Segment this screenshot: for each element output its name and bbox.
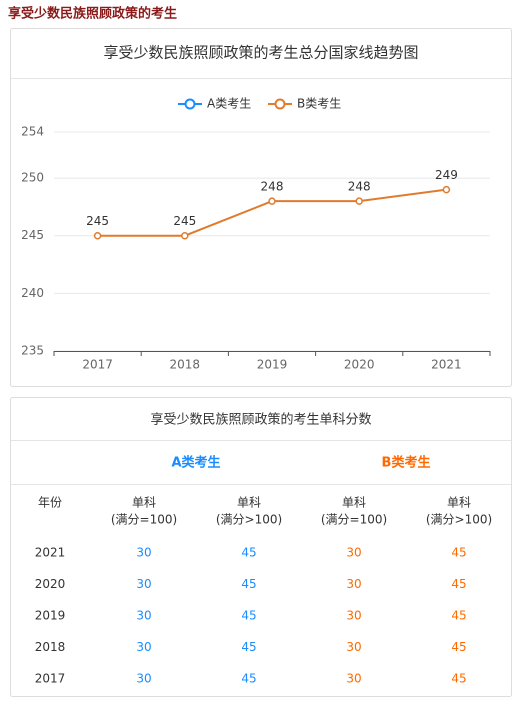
table-cell: 45 (451, 609, 466, 623)
group-header: B类考生 (382, 455, 431, 471)
table-cell: 45 (241, 577, 256, 591)
column-header: 单科 (132, 496, 156, 510)
column-header: 单科 (342, 496, 366, 510)
y-tick-label: 245 (21, 228, 44, 242)
table-cell: 45 (451, 577, 466, 591)
x-tick-label: 2020 (344, 358, 375, 372)
chart-card (10, 28, 512, 387)
table-cell: 45 (241, 609, 256, 623)
column-header: (满分>100) (426, 513, 492, 527)
group-header: A类考生 (171, 455, 220, 471)
data-point (268, 197, 276, 205)
column-header: 单科 (237, 496, 261, 510)
table-cell: 30 (346, 609, 361, 623)
column-header: (满分>100) (216, 513, 282, 527)
data-label: 249 (435, 168, 458, 182)
column-header: 年份 (38, 496, 62, 510)
legend-marker (274, 98, 286, 110)
table-cell: 30 (346, 672, 361, 686)
table-cell: 45 (451, 546, 466, 560)
table-cell: 30 (136, 640, 151, 654)
table-cell: 2018 (35, 640, 66, 654)
column-header: (满分=100) (321, 513, 387, 527)
data-label: 248 (348, 180, 371, 194)
legend-label: A类考生 (207, 97, 251, 111)
data-point (93, 231, 102, 240)
data-point (355, 197, 363, 205)
table-cell: 45 (241, 640, 256, 654)
table-cell: 2019 (35, 609, 66, 623)
table-title: 享受少数民族照顾政策的考生单科分数 (150, 412, 371, 428)
table-cell: 45 (451, 672, 466, 686)
table-cell: 30 (136, 609, 151, 623)
column-header: (满分=100) (111, 513, 177, 527)
y-tick-label: 250 (21, 171, 44, 185)
table-cell: 30 (346, 577, 361, 591)
x-tick-label: 2018 (170, 358, 201, 372)
table-cell: 30 (136, 672, 151, 686)
x-tick-label: 2017 (82, 358, 113, 372)
data-label: 245 (173, 214, 196, 228)
table-cell: 45 (241, 672, 256, 686)
data-label: 245 (86, 214, 109, 228)
x-tick-label: 2019 (257, 358, 288, 372)
y-tick-label: 254 (21, 125, 44, 139)
data-point (181, 231, 189, 240)
table-card (10, 397, 512, 697)
data-point (442, 185, 451, 194)
table-cell: 30 (346, 640, 361, 654)
table-cell: 30 (136, 546, 151, 560)
table-cell: 2021 (35, 546, 66, 560)
x-tick-label: 2021 (431, 358, 462, 372)
table-cell: 30 (346, 546, 361, 560)
legend-label: B类考生 (297, 97, 341, 111)
legend-marker (184, 98, 196, 110)
data-label: 248 (261, 180, 284, 194)
table-cell: 45 (451, 640, 466, 654)
y-tick-label: 235 (21, 344, 44, 358)
table-cell: 45 (241, 546, 256, 560)
column-header: 单科 (447, 496, 471, 510)
chart-title: 享受少数民族照顾政策的考生总分国家线趋势图 (103, 44, 418, 62)
table-cell: 2017 (35, 672, 66, 686)
y-tick-label: 240 (21, 286, 44, 300)
table-cell: 30 (136, 577, 151, 591)
table-cell: 2020 (35, 577, 66, 591)
page-title: 享受少数民族照顾政策的考生 (8, 6, 177, 22)
